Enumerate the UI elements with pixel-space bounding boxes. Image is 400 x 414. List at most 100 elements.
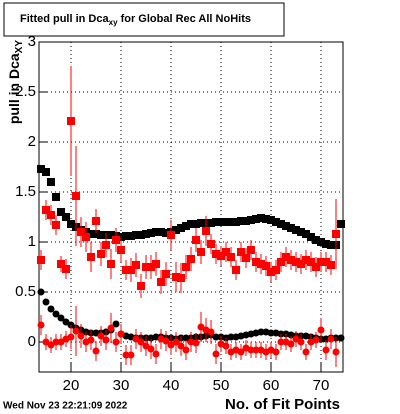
point <box>237 217 245 225</box>
point <box>107 324 115 332</box>
point <box>97 250 105 258</box>
point <box>77 332 85 340</box>
point <box>242 217 250 225</box>
point <box>132 231 140 239</box>
point <box>52 221 60 229</box>
point <box>92 217 100 225</box>
point <box>182 346 190 354</box>
point <box>207 240 215 248</box>
x-tick-label: 40 <box>163 377 180 394</box>
point <box>127 232 135 240</box>
point <box>192 339 200 347</box>
point <box>147 229 155 237</box>
point <box>92 230 100 238</box>
point <box>157 278 165 286</box>
point <box>217 252 225 260</box>
point <box>82 233 90 241</box>
point <box>92 347 100 355</box>
point <box>187 220 195 228</box>
point <box>112 236 120 244</box>
point <box>267 268 275 276</box>
y-tick-label: 1.5 <box>15 183 36 200</box>
point <box>102 336 110 344</box>
point <box>142 263 150 271</box>
point <box>47 305 55 313</box>
point <box>112 338 120 346</box>
point <box>257 214 265 222</box>
point <box>137 282 145 290</box>
x-tick-label: 60 <box>263 377 280 394</box>
point <box>277 220 285 228</box>
point <box>177 274 185 282</box>
y-axis-label: pull in DcaXY <box>6 40 25 124</box>
y-tick-label: 1 <box>28 233 36 250</box>
point <box>57 260 65 268</box>
point <box>47 211 55 219</box>
point <box>127 266 135 274</box>
point <box>232 218 240 226</box>
point <box>272 348 280 356</box>
point <box>332 230 340 238</box>
point <box>262 262 270 270</box>
point <box>147 345 155 353</box>
point <box>202 227 210 235</box>
point <box>302 348 310 356</box>
point <box>232 266 240 274</box>
point <box>212 333 220 341</box>
point <box>237 248 245 256</box>
point <box>337 220 345 228</box>
point <box>97 332 105 340</box>
point <box>247 216 255 224</box>
point <box>172 226 180 234</box>
point <box>137 231 145 239</box>
point <box>307 233 315 241</box>
point <box>42 168 50 176</box>
point <box>142 230 150 238</box>
point <box>322 240 330 248</box>
point <box>47 178 55 186</box>
point <box>337 334 345 342</box>
point <box>212 350 220 358</box>
point <box>172 273 180 281</box>
point <box>292 226 300 234</box>
point <box>152 260 160 268</box>
point <box>162 337 170 345</box>
point <box>227 333 235 341</box>
point <box>267 329 275 337</box>
point <box>97 231 105 239</box>
point <box>122 232 130 240</box>
point <box>217 218 225 226</box>
point <box>222 218 230 226</box>
point <box>162 229 170 237</box>
point <box>257 260 265 268</box>
point <box>247 246 255 254</box>
point <box>137 338 145 346</box>
point <box>317 326 325 334</box>
point <box>212 218 220 226</box>
point <box>207 328 215 336</box>
x-tick-label: 50 <box>213 377 230 394</box>
point <box>297 338 305 346</box>
point <box>192 220 200 228</box>
timestamp: Wed Nov 23 22:21:09 2022 <box>3 401 128 412</box>
point <box>37 321 45 329</box>
point <box>127 351 135 359</box>
point <box>87 253 95 261</box>
point <box>162 270 170 278</box>
x-tick-label: 20 <box>63 377 80 394</box>
point <box>247 346 255 354</box>
point <box>117 330 125 338</box>
point <box>252 258 260 266</box>
point <box>172 338 180 346</box>
chart-title: Fitted pull in Dcaxy for Global Rec All … <box>20 13 251 27</box>
point <box>77 228 85 236</box>
point <box>122 351 130 359</box>
point <box>112 320 120 328</box>
point <box>37 165 45 173</box>
y-tick-label: 3 <box>28 33 36 50</box>
point <box>267 216 275 224</box>
point <box>297 260 305 268</box>
point <box>37 256 45 264</box>
